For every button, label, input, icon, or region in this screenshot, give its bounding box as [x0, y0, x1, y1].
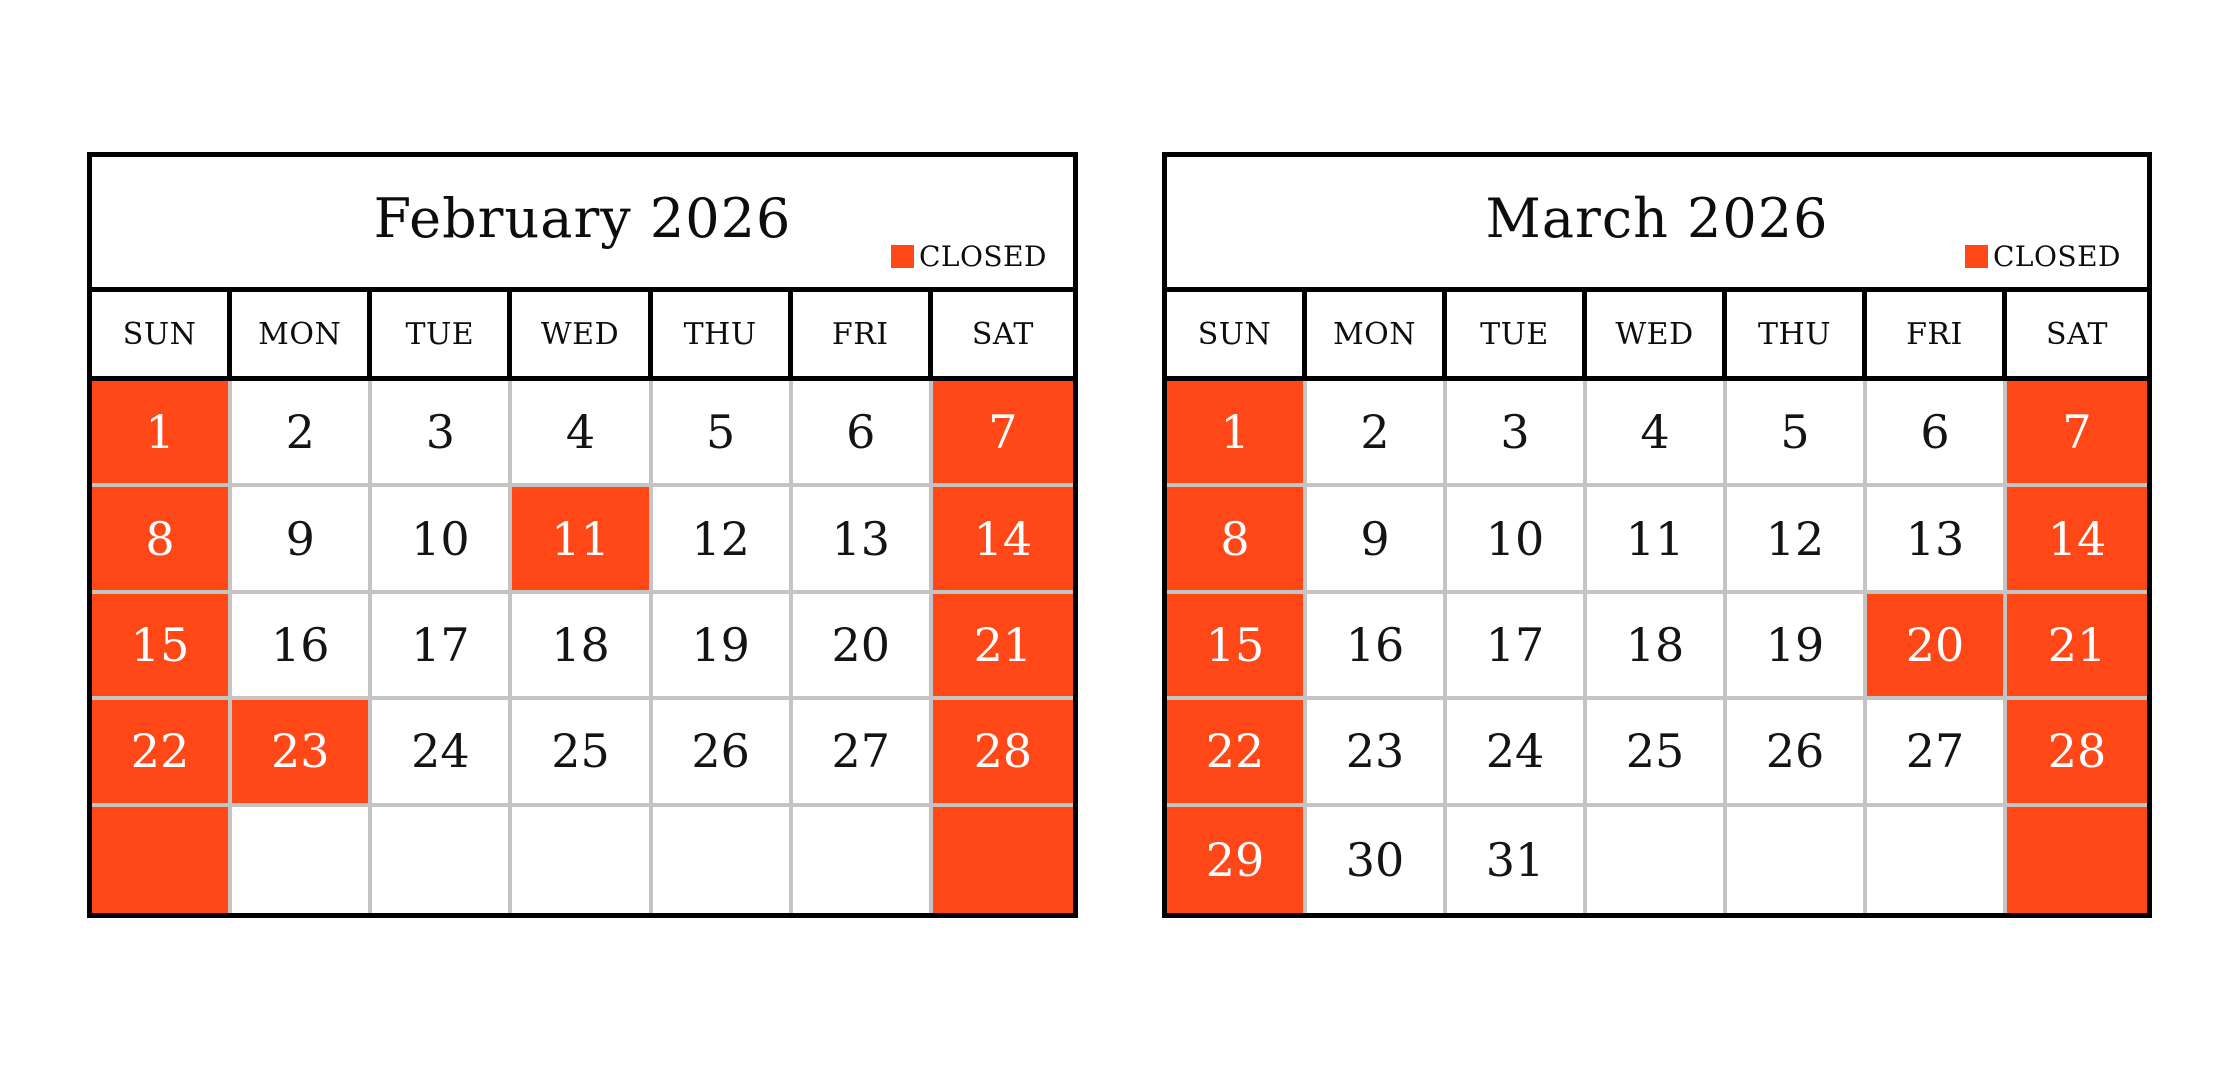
day-cell-10: 10 [1447, 487, 1587, 594]
day-cell-5: 5 [1727, 381, 1867, 488]
day-cell-18: 18 [1587, 593, 1727, 701]
day-cell-18: 18 [512, 593, 653, 701]
day-cell-empty [512, 806, 653, 913]
day-cell-empty [372, 806, 513, 913]
day-cell-22-closed: 22 [1167, 700, 1307, 807]
day-cell-12: 12 [1727, 487, 1867, 594]
weekday-header-wed: WED [1587, 292, 1727, 381]
day-cell-3: 3 [372, 381, 513, 488]
closed-color-swatch-icon [1964, 245, 1988, 268]
weekday-header-mon: MON [1307, 292, 1447, 381]
day-cell-31: 31 [1447, 806, 1587, 913]
calendar-february-2026: February 2026 CLOSED SUN MON TUE WED THU FRI S… [87, 152, 1078, 918]
day-cell-11: 11 [1587, 487, 1727, 594]
day-cell-5: 5 [652, 381, 793, 488]
day-cell-1-closed: 1 [1167, 381, 1307, 488]
day-cell-27: 27 [792, 700, 933, 807]
calendar-grid: SUN MON TUE WED THU FRI SAT 1 2 3 4 5 6 7 8 9 10 11 12 13 14… [92, 292, 1073, 913]
day-cell-16: 16 [1307, 593, 1447, 701]
day-cell-16: 16 [232, 593, 373, 701]
weekday-header-thu: THU [1727, 292, 1867, 381]
day-cell-empty [1867, 806, 2007, 913]
day-cell-20-closed: 20 [1867, 593, 2007, 701]
day-cell-empty [652, 806, 793, 913]
day-cell-23: 23 [1307, 700, 1447, 807]
weekday-header-sun: SUN [92, 292, 233, 381]
calendar-title-band: March 2026 CLOSED [1167, 157, 2147, 292]
weekday-header-sun: SUN [1167, 292, 1307, 381]
day-cell-empty [1587, 806, 1727, 913]
day-cell-19: 19 [1727, 593, 1867, 701]
closed-legend-label: CLOSED [918, 240, 1047, 273]
day-cell-14-closed: 14 [2007, 487, 2147, 594]
day-cell-4: 4 [1587, 381, 1727, 488]
day-cell-26: 26 [652, 700, 793, 807]
weekday-header-tue: TUE [1447, 292, 1587, 381]
day-cell-6: 6 [1867, 381, 2007, 488]
day-cell-3: 3 [1447, 381, 1587, 488]
day-cell-17: 17 [372, 593, 513, 701]
day-cell-empty-closed [92, 806, 233, 913]
weekday-header-mon: MON [232, 292, 373, 381]
day-cell-2: 2 [1307, 381, 1447, 488]
calendar-march-2026: March 2026 CLOSED SUN MON TUE WED THU FRI SAT 1… [1162, 152, 2152, 918]
day-cell-26: 26 [1727, 700, 1867, 807]
weekday-header-fri: FRI [792, 292, 933, 381]
day-cell-9: 9 [232, 487, 373, 594]
day-cell-8-closed: 8 [1167, 487, 1307, 594]
day-cell-13: 13 [1867, 487, 2007, 594]
weekday-header-fri: FRI [1867, 292, 2007, 381]
day-cell-28-closed: 28 [932, 700, 1073, 807]
day-cell-4: 4 [512, 381, 653, 488]
calendar-title: March 2026 [1485, 186, 1829, 250]
day-cell-10: 10 [372, 487, 513, 594]
day-cell-2: 2 [232, 381, 373, 488]
day-cell-1-closed: 1 [92, 381, 233, 488]
day-cell-7-closed: 7 [932, 381, 1073, 488]
day-cell-empty [792, 806, 933, 913]
day-cell-empty-closed [2007, 806, 2147, 913]
day-cell-empty-closed [932, 806, 1073, 913]
day-cell-9: 9 [1307, 487, 1447, 594]
day-cell-empty [1727, 806, 1867, 913]
day-cell-22-closed: 22 [92, 700, 233, 807]
closed-legend: CLOSED [1964, 240, 2121, 273]
day-cell-23-closed: 23 [232, 700, 373, 807]
day-cell-29-closed: 29 [1167, 806, 1307, 913]
day-cell-7-closed: 7 [2007, 381, 2147, 488]
day-cell-27: 27 [1867, 700, 2007, 807]
calendar-grid: SUN MON TUE WED THU FRI SAT 1 2 3 4 5 6 7 8 9 10 11 12 13 14… [1167, 292, 2147, 913]
day-cell-8-closed: 8 [92, 487, 233, 594]
day-cell-21-closed: 21 [932, 593, 1073, 701]
day-cell-17: 17 [1447, 593, 1587, 701]
day-cell-12: 12 [652, 487, 793, 594]
day-cell-21-closed: 21 [2007, 593, 2147, 701]
day-cell-28-closed: 28 [2007, 700, 2147, 807]
calendar-title-band: February 2026 CLOSED [92, 157, 1073, 292]
day-cell-30: 30 [1307, 806, 1447, 913]
day-cell-6: 6 [792, 381, 933, 488]
weekday-header-wed: WED [512, 292, 653, 381]
day-cell-15-closed: 15 [92, 593, 233, 701]
closed-legend-label: CLOSED [1992, 240, 2121, 273]
weekday-header-sat: SAT [2007, 292, 2147, 381]
day-cell-25: 25 [1587, 700, 1727, 807]
weekday-header-tue: TUE [372, 292, 513, 381]
calendar-title: February 2026 [373, 186, 792, 250]
closed-color-swatch-icon [890, 245, 914, 268]
day-cell-15-closed: 15 [1167, 593, 1307, 701]
weekday-header-thu: THU [652, 292, 793, 381]
day-cell-24: 24 [1447, 700, 1587, 807]
day-cell-19: 19 [652, 593, 793, 701]
day-cell-11-closed: 11 [512, 487, 653, 594]
day-cell-20: 20 [792, 593, 933, 701]
closed-legend: CLOSED [890, 240, 1047, 273]
day-cell-empty [232, 806, 373, 913]
day-cell-13: 13 [792, 487, 933, 594]
weekday-header-sat: SAT [932, 292, 1073, 381]
day-cell-24: 24 [372, 700, 513, 807]
day-cell-25: 25 [512, 700, 653, 807]
day-cell-14-closed: 14 [932, 487, 1073, 594]
